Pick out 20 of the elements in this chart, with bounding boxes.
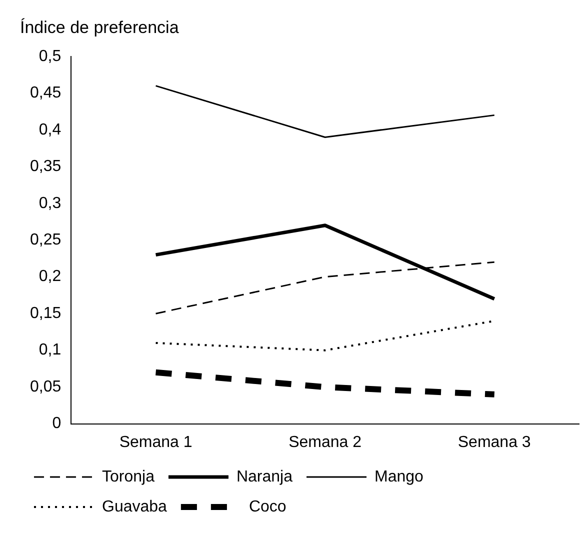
y-tick-label: 0,3 (38, 194, 62, 212)
y-tick-label: 0 (52, 415, 62, 432)
legend-label: Coco (248, 498, 286, 516)
legend-label: Naranja (236, 468, 293, 486)
legend-label: Toronja (102, 468, 155, 486)
x-tick-label: Semana 1 (119, 434, 192, 451)
legend-label: Guavaba (102, 498, 168, 516)
x-tick-label: Semana 3 (458, 434, 531, 451)
y-tick-label: 0,25 (30, 232, 62, 249)
y-tick-label: 0,35 (30, 158, 62, 176)
y-tick-label: 0,1 (38, 342, 62, 359)
y-tick-label: 0,15 (30, 304, 62, 322)
y-tick-label: 0,2 (38, 268, 62, 286)
y-tick-label: 0,4 (38, 121, 62, 138)
y-tick-label: 0,45 (30, 84, 62, 102)
y-tick-label: 0,5 (38, 48, 62, 65)
legend-label: Mango (374, 468, 424, 486)
x-tick-label: Semana 2 (288, 434, 362, 451)
y-tick-label: 0,05 (30, 378, 62, 396)
y-axis-title: Índice de preferencia (20, 18, 180, 37)
